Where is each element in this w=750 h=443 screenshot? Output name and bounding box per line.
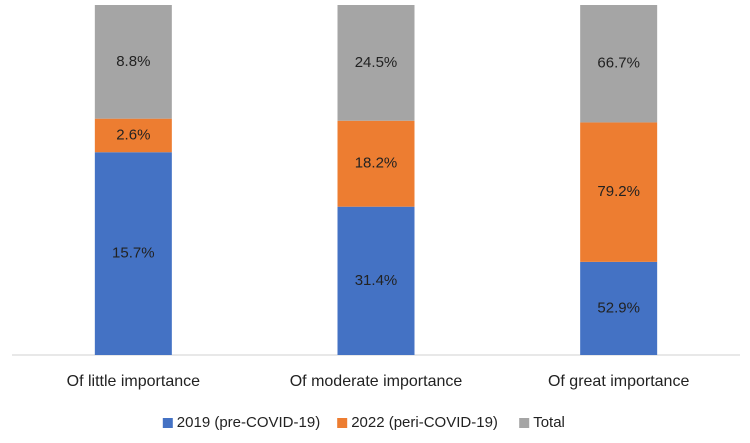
data-label: 8.8% [116, 53, 150, 70]
bar-segment [580, 122, 658, 262]
data-label: 24.5% [355, 54, 398, 71]
legend-swatch [337, 418, 348, 428]
bar-segment [337, 206, 415, 355]
x-tick-label: Of moderate importance [290, 373, 463, 390]
bar-segment [580, 5, 658, 123]
data-label: 52.9% [597, 299, 640, 316]
data-label: 18.2% [355, 155, 398, 172]
bar-segment [94, 152, 172, 355]
legend-swatch [162, 418, 173, 428]
data-label: 2.6% [116, 126, 150, 143]
legend-label: 2019 (pre-COVID-19) [177, 414, 320, 431]
bar-segment [580, 261, 658, 355]
bar-segment [337, 120, 415, 207]
x-tick-label: Of little importance [67, 373, 200, 390]
data-label: 79.2% [597, 183, 640, 200]
bar-segment [337, 5, 415, 121]
bar-segment [94, 5, 172, 119]
legend-label: Total [533, 414, 565, 431]
bar-segment [94, 118, 172, 153]
data-label: 15.7% [112, 245, 155, 262]
data-label: 31.4% [355, 272, 398, 289]
legend-swatch [519, 418, 530, 428]
x-tick-label: Of great importance [548, 373, 690, 390]
legend-label: 2022 (peri-COVID-19) [351, 414, 498, 431]
data-label: 66.7% [597, 55, 640, 72]
